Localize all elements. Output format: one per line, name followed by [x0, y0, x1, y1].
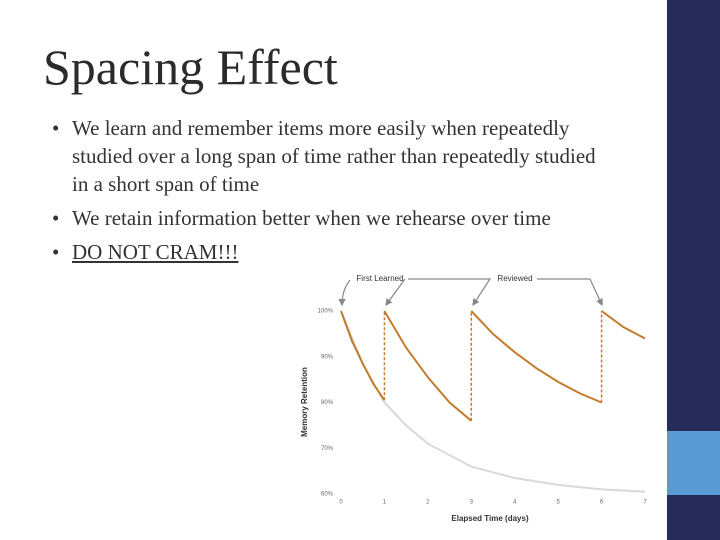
x-tick-label: 7 [643, 500, 647, 506]
arrow [385, 278, 406, 306]
bullet-text: DO NOT CRAM!!! [72, 240, 239, 264]
annotation: First Learned [356, 274, 403, 283]
y-tick-label: 80% [321, 400, 334, 406]
x-tick-label: 0 [339, 500, 343, 506]
y-tick-label: 70% [321, 446, 334, 452]
x-tick-label: 6 [600, 500, 604, 506]
y-axis-label: Memory Retention [300, 367, 309, 437]
slide-title: Spacing Effect [43, 39, 338, 95]
annotation: Reviewed [497, 274, 532, 283]
bullet: We learn and remember items more easily … [52, 114, 612, 198]
x-tick-label: 2 [426, 500, 430, 506]
arrow [537, 278, 603, 307]
y-tick-label: 90% [321, 354, 334, 360]
bullet: DO NOT CRAM!!! [52, 238, 612, 266]
x-axis-label: Elapsed Time (days) [451, 514, 529, 523]
x-tick-label: 1 [383, 500, 387, 506]
x-tick-label: 3 [470, 500, 474, 506]
bullet-list: We learn and remember items more easily … [52, 114, 612, 272]
bullet: We retain information better when we reh… [52, 204, 612, 232]
arrow [338, 279, 351, 307]
arrow [408, 278, 492, 307]
retention-line [340, 310, 646, 422]
annotation-arrows [338, 278, 603, 307]
y-tick-label: 60% [321, 492, 334, 498]
side-accent [667, 431, 720, 495]
bullet-text: We learn and remember items more easily … [72, 116, 596, 196]
x-tick-label: 5 [556, 500, 560, 506]
x-tick-label: 4 [513, 500, 517, 506]
y-tick-label: 100% [318, 309, 334, 315]
bullet-text: We retain information better when we reh… [72, 206, 551, 230]
